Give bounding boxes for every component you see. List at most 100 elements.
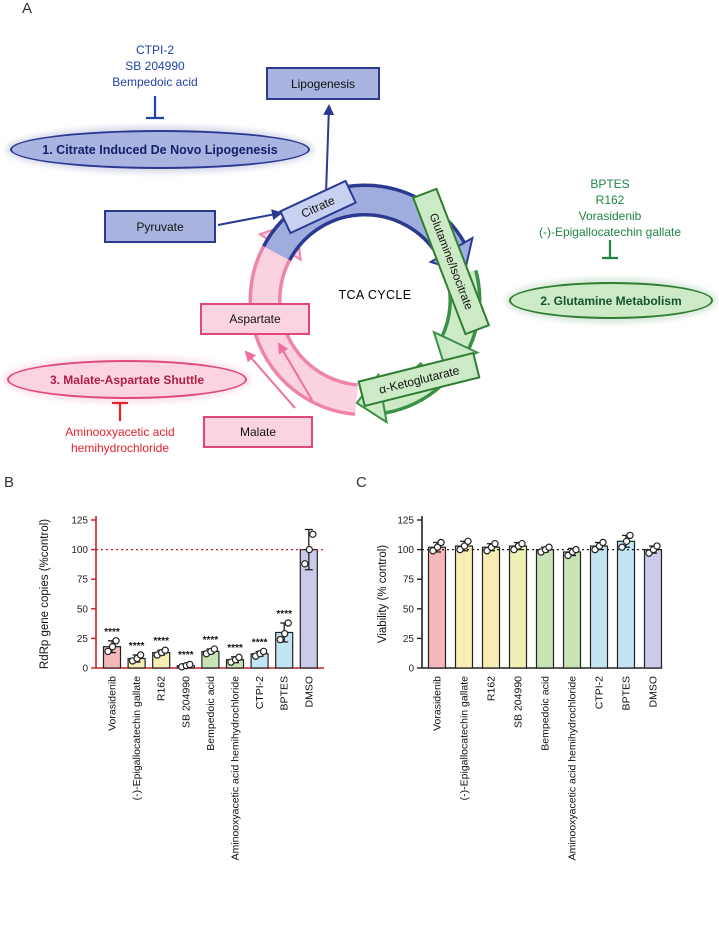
- significance-label: ****: [129, 641, 145, 652]
- inhibitor-aoa-line1: Aminooxyacetic acid: [65, 425, 175, 439]
- y-tick-label: 25: [77, 634, 89, 645]
- panel-a-label: A: [22, 0, 33, 17]
- shuttle-arrow: [244, 350, 296, 409]
- chart-b-rdrp-gene-copies: 0 25 50 75 100 125 RdRp gene copies (%control)…: [39, 516, 324, 861]
- y-axis-title: Viability (% control): [377, 545, 389, 643]
- category-label: CTPI-2: [594, 676, 606, 709]
- category-label: Bempedoic acid: [540, 676, 552, 751]
- red-inhibitor-list: Aminooxyacetic acid hemihydrochloride: [30, 424, 210, 456]
- data-point: [464, 537, 472, 546]
- citrate-to-lipogenesis-arrow: [323, 104, 335, 195]
- blue-inhibitor-list: CTPI-2 SB 204990 Bempedoic acid: [75, 42, 235, 90]
- data-point: [186, 660, 194, 669]
- y-tick-label: 100: [71, 545, 88, 556]
- category-label: (-)-Epigallocatechin gallate: [131, 676, 143, 800]
- data-point: [259, 647, 268, 656]
- y-tick-label: 75: [403, 575, 415, 586]
- lipogenesis-box: Lipogenesis: [266, 67, 380, 100]
- category-label: DMSO: [303, 676, 315, 708]
- y-axis-title: RdRp gene copies (%control): [39, 519, 51, 669]
- chart-c-viability: 0 25 50 75 100 125 Viability (% control) Vorasi…: [377, 516, 663, 861]
- data-point: [210, 645, 219, 653]
- red-inhibition-tbar-icon: [112, 401, 128, 421]
- inhibitor-bempedoic: Bempedoic acid: [112, 75, 198, 89]
- data-point: [301, 560, 309, 568]
- data-point: [545, 543, 553, 551]
- y-tick-label: 0: [82, 664, 88, 675]
- bar: [508, 545, 528, 669]
- data-point: [491, 539, 499, 548]
- data-point: [161, 646, 169, 654]
- aspartate-box: Aspartate: [200, 303, 310, 335]
- inhibitor-ctpi2: CTPI-2: [135, 43, 174, 57]
- significance-label: ****: [153, 636, 169, 647]
- category-label: Aminooxyacetic acid hemihydrochloride: [230, 676, 242, 861]
- panel-b-label: B: [4, 474, 15, 491]
- category-label: Vorasidenib: [432, 676, 444, 731]
- pathway3-ellipse: 3. Malate-Aspartate Shuttle: [7, 360, 247, 399]
- inhibitor-egcg: (-)-Epigallocatechin gallate: [538, 225, 682, 239]
- bar: [427, 546, 447, 669]
- y-tick-label: 50: [403, 604, 415, 615]
- y-tick-label: 75: [77, 575, 89, 586]
- bar: [616, 540, 636, 669]
- data-point: [653, 542, 661, 550]
- bar: [643, 548, 663, 669]
- data-point: [309, 530, 317, 538]
- pyruvate-to-citrate-arrow: [217, 209, 283, 226]
- category-label: R162: [486, 676, 498, 701]
- data-point: [460, 542, 469, 550]
- data-point: [599, 538, 607, 547]
- data-point: [518, 539, 526, 548]
- category-label: CTPI-2: [254, 676, 266, 709]
- inhibitor-sb204990: SB 204990: [125, 59, 185, 73]
- category-label: SB 204990: [180, 676, 192, 728]
- bar: [481, 546, 501, 669]
- data-point: [108, 642, 117, 651]
- significance-label: ****: [203, 635, 219, 646]
- data-point: [572, 545, 580, 554]
- y-tick-label: 100: [397, 545, 414, 556]
- malate-to-aspartate-arrow: [277, 342, 313, 401]
- significance-label: ****: [227, 643, 243, 654]
- data-point: [136, 651, 145, 659]
- data-point: [112, 637, 120, 645]
- data-point: [104, 647, 112, 656]
- y-tick-label: 50: [77, 604, 89, 615]
- significance-label: ****: [178, 650, 194, 661]
- inhibitor-vorasidenib: Vorasidenib: [578, 209, 642, 223]
- category-label: R162: [156, 676, 168, 701]
- data-point: [305, 545, 313, 554]
- category-label: (-)-Epigallocatechin gallate: [459, 676, 471, 800]
- pathway2-ellipse: 2. Glutamine Metabolism: [509, 282, 713, 319]
- y-tick-label: 125: [397, 516, 414, 527]
- inhibitor-r162: R162: [595, 193, 625, 207]
- data-point: [437, 538, 445, 547]
- y-tick-label: 125: [71, 516, 88, 527]
- data-point: [235, 653, 243, 662]
- inhibitor-bptes: BPTES: [590, 177, 630, 191]
- category-label: Aminooxyacetic acid hemihydrochloride: [567, 676, 579, 861]
- blue-inhibition-tbar-icon: [146, 96, 164, 120]
- significance-label: ****: [104, 627, 120, 638]
- pyruvate-box: Pyruvate: [104, 210, 216, 243]
- category-label: Vorasidenib: [107, 676, 119, 731]
- category-label: BPTES: [621, 676, 633, 710]
- significance-label: ****: [252, 637, 268, 648]
- tca-cycle-label: TCA CYCLE: [338, 288, 412, 302]
- data-point: [276, 635, 284, 644]
- data-point: [433, 543, 442, 551]
- bar: [589, 545, 609, 669]
- data-point: [284, 619, 292, 627]
- data-point: [622, 537, 631, 546]
- y-tick-label: 0: [408, 664, 414, 675]
- category-label: BPTES: [279, 676, 291, 710]
- data-point: [626, 531, 634, 540]
- category-label: DMSO: [648, 676, 660, 708]
- bar: [562, 551, 582, 669]
- category-label: SB 204990: [513, 676, 525, 728]
- malate-box: Malate: [203, 416, 313, 448]
- green-inhibition-tbar-icon: [602, 240, 618, 260]
- pathway1-ellipse: 1. Citrate Induced De Novo Lipogenesis: [10, 130, 310, 169]
